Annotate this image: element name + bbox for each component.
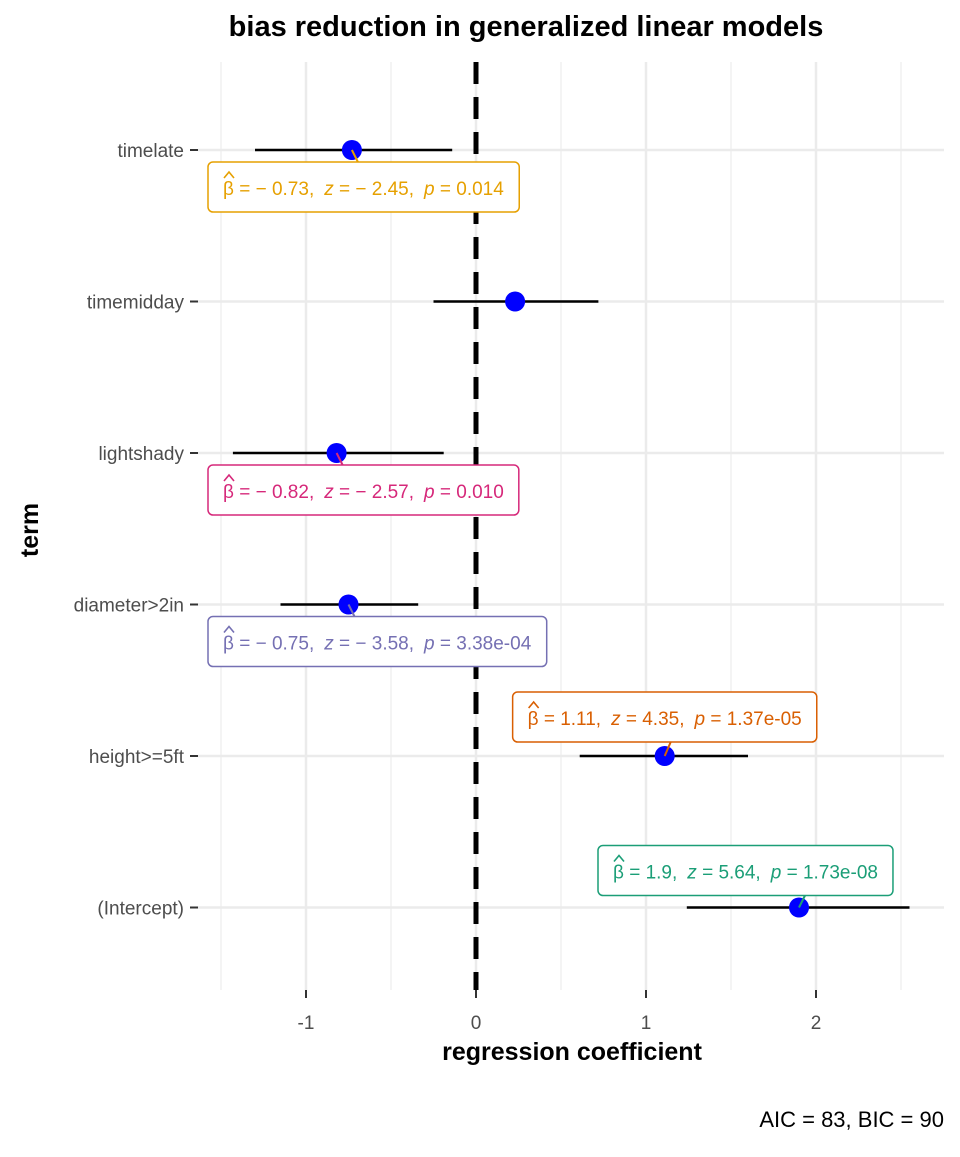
beta-symbol: β — [613, 863, 624, 884]
z-value: = − 3.58, — [334, 634, 414, 655]
label-box — [207, 464, 520, 516]
estimate-point — [505, 291, 526, 312]
p-symbol: p — [423, 634, 435, 655]
beta-symbol: β — [223, 482, 234, 503]
x-tick-label: 1 — [641, 1013, 652, 1034]
beta-hat — [613, 854, 625, 863]
beta-hat — [528, 700, 540, 709]
p-value: = 0.014 — [435, 179, 505, 200]
label-connector — [663, 741, 672, 757]
axes: -1 0 1 2 timelate timemidday lightshady diamete… — [74, 141, 822, 1034]
label-connector — [351, 149, 359, 163]
z-symbol: z — [323, 482, 334, 503]
label-connector — [335, 452, 344, 466]
beta-symbol: β — [223, 179, 234, 200]
label-text: β = − 0.75, z = − 3.58, p = 3.38e-04 — [223, 634, 532, 655]
label-box — [597, 844, 894, 897]
y-tick-label: height>=5ft — [89, 747, 185, 768]
beta-value: = − 0.82, — [234, 482, 314, 503]
z-symbol: z — [323, 179, 334, 200]
chart-title: bias reduction in generalized linear mod… — [229, 11, 824, 43]
estimate-label: β = − 0.73, z = − 2.45, p = 0.014 — [207, 149, 520, 213]
label-connector — [798, 895, 806, 908]
p-symbol: p — [423, 179, 435, 200]
beta-value: = 1.9, — [624, 863, 677, 884]
label-box — [207, 615, 548, 668]
y-tick-label: timemidday — [87, 293, 185, 314]
beta-hat — [223, 625, 235, 634]
beta-value: = − 0.73, — [234, 179, 314, 200]
label-box — [207, 161, 520, 213]
p-symbol: p — [770, 863, 782, 884]
beta-symbol: β — [528, 709, 539, 730]
label-text: β = 1.11, z = 4.35, p = 1.37e-05 — [528, 709, 802, 730]
estimate-label: β = − 0.82, z = − 2.57, p = 0.010 — [207, 452, 520, 516]
z-value: = − 2.45, — [334, 179, 414, 200]
estimate-label: β = 1.9, z = 5.64, p = 1.73e-08 — [597, 844, 894, 908]
beta-value: = 1.11, — [539, 709, 602, 730]
p-value: = 1.37e-05 — [705, 709, 802, 730]
beta-hat — [223, 170, 235, 179]
label-text: β = − 0.82, z = − 2.57, p = 0.010 — [223, 482, 504, 503]
z-symbol: z — [686, 863, 697, 884]
y-tick-label: (Intercept) — [97, 899, 184, 920]
caption: AIC = 83, BIC = 90 — [759, 1107, 944, 1132]
y-tick-label: lightshady — [98, 444, 184, 465]
z-symbol: z — [323, 634, 334, 655]
y-tick-label: diameter>2in — [74, 596, 184, 617]
beta-value: = − 0.75, — [234, 634, 314, 655]
z-symbol: z — [610, 709, 621, 730]
z-value: = − 2.57, — [334, 482, 414, 503]
y-axis-title: term — [16, 503, 44, 557]
estimate-labels: β = − 0.73, z = − 2.45, p = 0.014 β = − 0.8… — [207, 149, 894, 908]
beta-symbol: β — [223, 634, 234, 655]
p-symbol: p — [423, 482, 435, 503]
marks — [232, 140, 910, 918]
label-box — [511, 691, 818, 743]
label-text: β = 1.9, z = 5.64, p = 1.73e-08 — [613, 863, 878, 884]
label-connector — [347, 604, 356, 617]
p-value: = 1.73e-08 — [781, 863, 878, 884]
x-axis-title: regression coefficient — [442, 1038, 702, 1066]
y-tick-label: timelate — [117, 141, 184, 162]
estimate-label: β = 1.11, z = 4.35, p = 1.37e-05 — [511, 691, 818, 757]
z-value: = 5.64, — [697, 863, 761, 884]
label-text: β = − 0.73, z = − 2.45, p = 0.014 — [223, 179, 504, 200]
x-tick-label: 2 — [811, 1013, 822, 1034]
beta-hat — [223, 473, 235, 482]
x-tick-label: 0 — [471, 1013, 482, 1034]
p-value: = 0.010 — [435, 482, 504, 503]
p-symbol: p — [694, 709, 706, 730]
z-value: = 4.35, — [621, 709, 685, 730]
estimate-label: β = − 0.75, z = − 3.58, p = 3.38e-04 — [207, 604, 548, 668]
x-tick-label: -1 — [298, 1013, 315, 1034]
p-value: = 3.38e-04 — [435, 634, 532, 655]
